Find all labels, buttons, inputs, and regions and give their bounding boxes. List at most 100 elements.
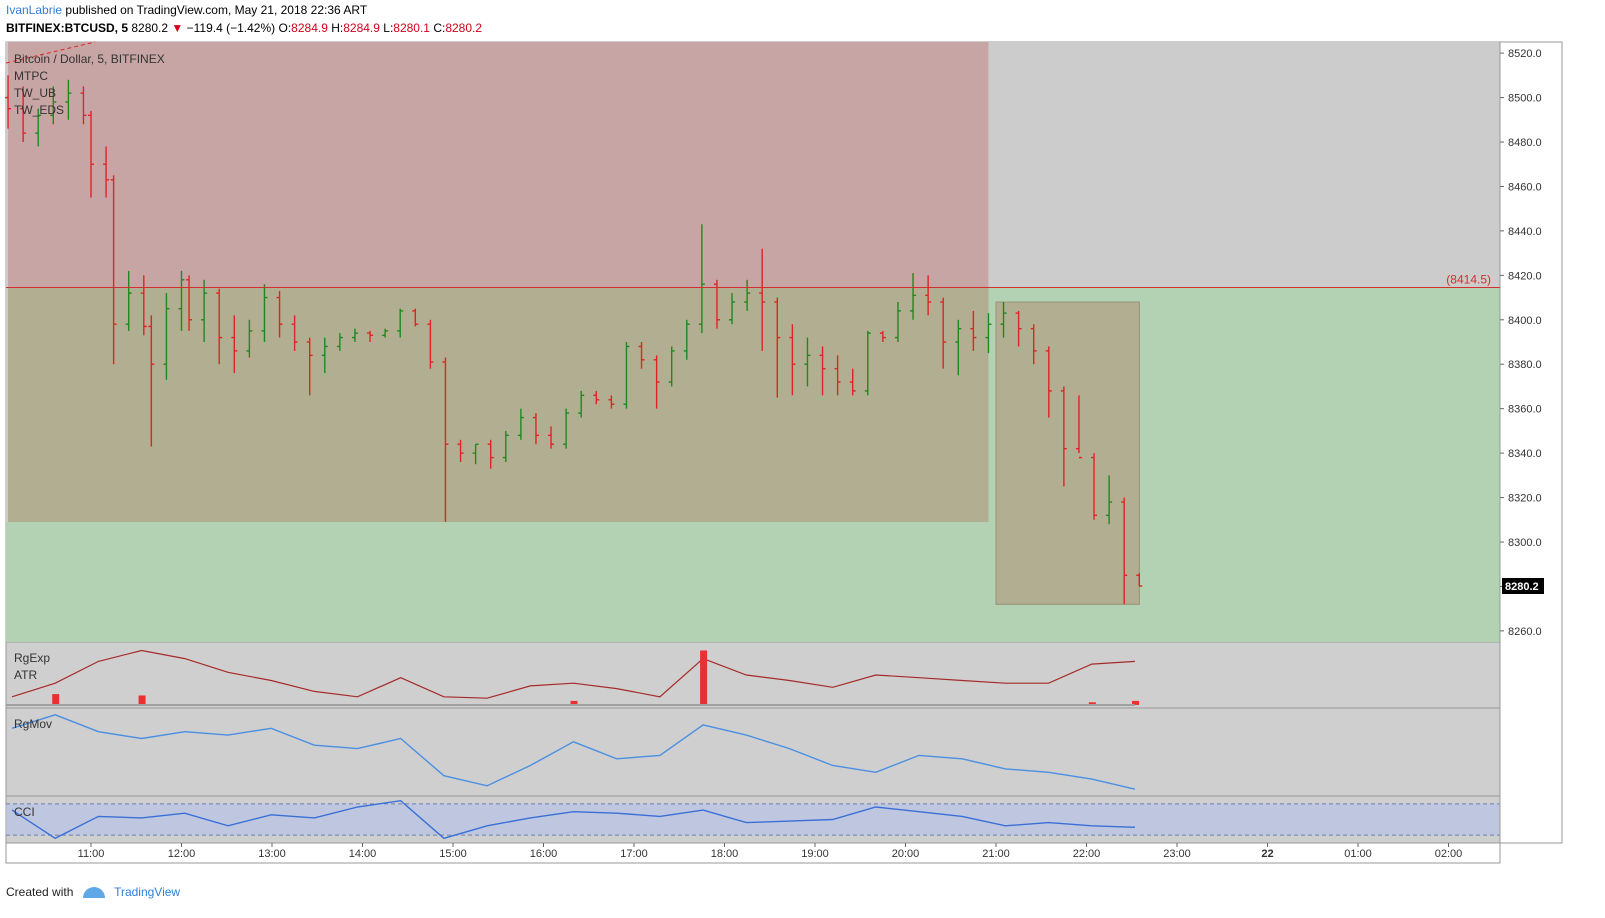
legend-atr: ATR — [14, 668, 37, 682]
candle — [578, 390, 585, 418]
close-value: 8280.2 — [445, 21, 483, 35]
horizontal-line-label: (8414.5) — [1446, 273, 1491, 287]
candle — [88, 110, 94, 198]
high-label: H: — [331, 21, 344, 35]
price-tick-label: 8480.0 — [1508, 137, 1542, 149]
candle — [864, 330, 871, 396]
price-axis[interactable] — [1499, 41, 1563, 844]
candle — [1106, 475, 1113, 525]
time-tick-label: 17:00 — [620, 848, 648, 860]
olive-zone-overlay — [8, 287, 989, 522]
candle — [925, 275, 932, 316]
candle — [140, 275, 147, 336]
candle — [321, 337, 328, 374]
rgexp-line — [11, 649, 1136, 699]
candle — [291, 315, 298, 351]
candle — [1136, 573, 1143, 587]
legend-rgmov: RgMov — [14, 717, 52, 731]
candle — [397, 308, 404, 338]
candle — [1030, 324, 1037, 365]
candle — [20, 86, 27, 142]
atr-bar — [1088, 702, 1096, 705]
symbol-line: BITFINEX:BTCUSD, 5 8280.2 ▼ −119.4 (−1.4… — [6, 21, 482, 35]
price-tick-label: 8300.0 — [1508, 537, 1542, 549]
candle — [819, 346, 826, 396]
dashed-trend-line[interactable] — [5, 41, 96, 64]
candle — [125, 270, 132, 331]
candle — [276, 290, 283, 338]
time-tick-label: 22:00 — [1073, 848, 1101, 860]
cci-line — [11, 799, 1136, 840]
candle — [216, 288, 223, 365]
legend-mtpc: MTPC — [14, 69, 48, 83]
candle — [65, 79, 72, 120]
candle — [50, 86, 57, 125]
candle — [789, 324, 796, 396]
red-zone[interactable] — [8, 42, 989, 288]
price-tick-label: 8400.0 — [1508, 315, 1542, 327]
candle — [1091, 453, 1098, 520]
candle — [683, 319, 690, 360]
candle — [502, 430, 509, 462]
candle — [442, 357, 449, 522]
candle — [336, 333, 343, 351]
time-tick-label: 11:00 — [78, 848, 105, 860]
time-tick-label: 21:00 — [982, 848, 1010, 860]
legend-cci: CCI — [14, 805, 35, 819]
time-tick-label: 16:00 — [530, 848, 558, 860]
pane-2 — [5, 641, 1501, 709]
candle — [246, 319, 253, 358]
open-label: O: — [278, 21, 292, 35]
candle — [306, 337, 313, 396]
candle — [894, 302, 901, 342]
candle — [351, 328, 358, 342]
candle — [759, 248, 766, 351]
candle — [593, 390, 600, 405]
candle — [1000, 302, 1007, 338]
candle — [548, 426, 555, 449]
candle — [563, 408, 570, 449]
time-tick-label: 22 — [1261, 848, 1273, 860]
atr-bar — [52, 694, 60, 705]
candle — [427, 319, 434, 369]
candle — [940, 297, 947, 369]
candle — [472, 443, 479, 465]
last-price: 8280.2 — [131, 21, 169, 35]
atr-bar — [700, 650, 708, 705]
time-axis[interactable] — [5, 842, 1501, 864]
candle — [910, 273, 917, 320]
candle — [668, 346, 675, 387]
candle — [849, 368, 856, 396]
open-value: 8284.9 — [291, 21, 328, 35]
price-tick-label: 8420.0 — [1508, 270, 1542, 282]
candle — [804, 337, 811, 387]
candle — [638, 342, 645, 369]
candle — [774, 297, 781, 398]
candle — [110, 175, 117, 365]
candle — [163, 293, 170, 380]
tradingview-link[interactable]: TradingView — [114, 885, 181, 899]
candle — [1045, 346, 1052, 418]
low-label: L: — [383, 21, 394, 35]
down-arrow-icon: ▼ — [171, 21, 184, 35]
atr-bar — [138, 695, 146, 705]
candle — [729, 293, 736, 325]
price-tick-label: 8380.0 — [1508, 359, 1542, 371]
price-tick-label: 8320.0 — [1508, 493, 1542, 505]
candle — [955, 319, 962, 376]
candle — [186, 275, 193, 331]
author-link[interactable]: IvanLabrie — [6, 3, 63, 17]
candle — [1015, 310, 1022, 347]
cci-band — [6, 803, 1500, 836]
candle — [103, 146, 110, 198]
atr-bar — [1132, 700, 1139, 705]
green-zone-left — [6, 522, 989, 642]
candle — [698, 224, 705, 334]
candle — [608, 395, 615, 409]
candle — [623, 342, 630, 409]
close-label: C: — [433, 21, 446, 35]
candle — [367, 330, 374, 342]
time-tick-label: 15:00 — [439, 848, 467, 860]
legend-tw-eds: TW_EDS — [14, 103, 64, 117]
